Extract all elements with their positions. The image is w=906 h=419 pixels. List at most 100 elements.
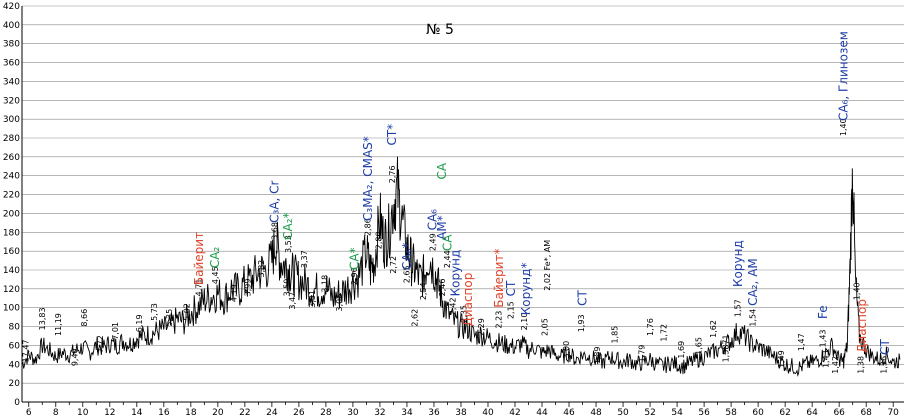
phase-label: Байерит*: [492, 249, 506, 308]
peak-label: 2,72: [389, 256, 398, 274]
x-tick-label: 56: [698, 408, 710, 418]
x-tick-label: 34: [401, 408, 413, 418]
peak-label: 3,68: [270, 222, 279, 240]
peak-label: 2,96: [350, 267, 359, 285]
phase-label: Корунд*: [519, 263, 533, 316]
series-layer: [21, 156, 901, 377]
peak-label: 1,5871: [721, 334, 730, 362]
peak-label: 6,19: [135, 314, 144, 332]
phase-label: CT*: [385, 124, 399, 146]
phase-label: AM*: [435, 215, 449, 240]
peak-label: 3,53: [284, 235, 293, 253]
phase-label: CA: [441, 234, 455, 251]
phase-label: C₃MA₂, CMAS*: [361, 136, 375, 221]
peak-label: 1,40: [852, 282, 861, 300]
x-tick-label: 54: [671, 408, 683, 418]
peak-label: 3,18: [320, 275, 329, 293]
x-tick-label: 60: [752, 408, 764, 418]
peak-label: 1,72: [659, 324, 668, 342]
peak-label: 2,44: [443, 250, 452, 268]
peak-label: 1,62: [709, 320, 718, 338]
peak-label: 7,72: [96, 335, 105, 353]
peak-label: 2,86: [363, 218, 372, 236]
x-tick-label: 64: [806, 408, 818, 418]
y-tick-label: 60: [9, 341, 21, 351]
x-tick-label: 30: [347, 408, 359, 418]
y-tick-label: 0: [14, 398, 20, 408]
y-tick-label: 120: [3, 285, 20, 295]
y-tick-label: 180: [3, 228, 20, 238]
x-tick-label: 16: [158, 408, 170, 418]
x-tick-label: 36: [428, 408, 440, 418]
y-tick-label: 140: [3, 266, 20, 276]
peak-label: 4,45: [211, 266, 220, 284]
peak-label: 1,65: [694, 337, 703, 355]
phase-label: CA: [435, 162, 449, 179]
y-tick-labels: 0 20 40 60 80 100 120 140 160 180 200 220 240 260 280 3…: [3, 2, 20, 408]
x-tick-label: 46: [563, 408, 575, 418]
peak-label: 1,47: [797, 333, 806, 351]
peak-label: 5,02: [182, 303, 191, 321]
peak-label: 11,19: [54, 313, 63, 336]
peak-label: 1,40: [839, 118, 848, 136]
peak-label: 3,00: [562, 341, 571, 359]
peak-label: 3,99: [243, 279, 252, 297]
x-tick-label: 18: [185, 408, 197, 418]
y-tick-label: 300: [3, 115, 20, 125]
x-tick-label: 66: [833, 408, 845, 418]
peak-label: 5,35: [165, 309, 174, 327]
peak-label: 2,29: [477, 318, 486, 336]
x-tick-label: 40: [482, 408, 494, 418]
phase-label: Диаспор: [855, 299, 869, 353]
y-tick-label: 240: [3, 172, 20, 182]
x-tick-label: 50: [617, 408, 629, 418]
peak-label: 1,36: [879, 356, 888, 374]
peak-label: 2,05: [540, 318, 549, 336]
peak-label: 5,73: [150, 303, 159, 321]
y-tick-label: 420: [3, 2, 20, 12]
phase-label: CA₆*: [400, 243, 414, 270]
peak-label: 2,46: [438, 279, 447, 297]
peak-label: 9,40: [70, 348, 79, 366]
x-tick-labels: 6 8 10 12 14 16 18 20 22 24 26 28 30 32 34 36 38 40 42 44 46…: [26, 408, 899, 418]
phase-label: Корунд: [449, 250, 463, 297]
x-tick-label: 8: [53, 408, 59, 418]
axes-layer: [21, 6, 904, 407]
phase-label: CA₂: [208, 247, 222, 269]
peak-label: 2,49: [428, 233, 437, 251]
peak-label: 2,23: [494, 311, 503, 329]
y-tick-label: 320: [3, 96, 20, 106]
peak-label: 7,01: [111, 322, 120, 340]
x-tick-label: 38: [455, 408, 467, 418]
peak-label: 1,69: [677, 341, 686, 359]
y-tick-label: 360: [3, 59, 20, 69]
x-tick-label: 24: [266, 408, 278, 418]
phase-label: CA*: [347, 247, 361, 270]
x-tick-label: 12: [104, 408, 115, 418]
y-tick-label: 380: [3, 40, 20, 50]
peak-label: 2,02 Fe*, AM: [543, 240, 552, 291]
peak-label: 1,49: [777, 350, 786, 368]
peak-label: 2,35: [459, 305, 468, 323]
peak-label: 3,31: [308, 290, 317, 308]
x-tick-label: 58: [725, 408, 737, 418]
peak-label: 4,19: [230, 284, 239, 302]
x-tick-label: 28: [320, 408, 332, 418]
y-tick-label: 160: [3, 247, 20, 257]
x-tick-label: 68: [860, 408, 872, 418]
y-tick-label: 260: [3, 153, 20, 163]
peak-label: 1,42: [831, 356, 840, 374]
peak-label: 2,15: [507, 301, 516, 319]
peak-label: 2,54: [419, 282, 428, 300]
peak-label: 1,89: [593, 346, 602, 364]
peak-label: 1,85: [611, 326, 620, 344]
phase-label: CT: [878, 338, 892, 354]
peak-label: 3,47: [288, 292, 297, 310]
x-tick-label: 14: [131, 408, 143, 418]
peak-label: 3,06: [335, 294, 344, 312]
peak-label: 2,10: [520, 313, 529, 331]
peak-label: 1,54: [748, 309, 757, 327]
phase-label: CT: [504, 280, 518, 296]
